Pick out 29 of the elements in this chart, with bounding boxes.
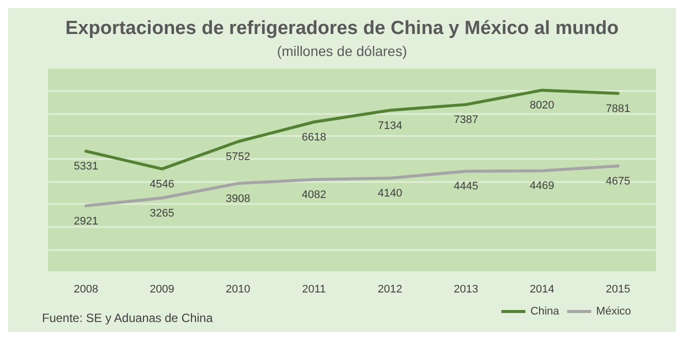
source-note: Fuente: SE y Aduanas de China: [42, 311, 214, 325]
chart-title: Exportaciones de refrigeradores de China y México al mundo: [65, 18, 619, 39]
legend-label: China: [530, 306, 560, 318]
data-label: 8020: [530, 100, 554, 112]
x-tick-label: 2009: [150, 284, 174, 296]
data-label: 5331: [74, 160, 98, 173]
data-label: 4675: [606, 176, 630, 188]
x-tick-label: 2010: [226, 284, 250, 296]
x-tick-label: 2008: [74, 284, 98, 296]
x-tick-label: 2013: [454, 284, 478, 296]
chart-subtitle: (millones de dólares): [277, 43, 407, 59]
data-label: 4140: [378, 188, 402, 200]
x-tick-label: 2012: [378, 284, 402, 296]
legend-label: México: [596, 306, 631, 318]
x-tick-label: 2011: [302, 284, 326, 296]
data-label: 4469: [530, 180, 554, 192]
data-label: 3908: [226, 192, 250, 205]
x-tick-label: 2014: [530, 284, 554, 296]
data-label: 4546: [150, 178, 174, 190]
data-label: 3265: [150, 207, 174, 220]
data-label: 4445: [454, 180, 478, 193]
data-label: 7881: [606, 102, 630, 115]
data-label: 4082: [302, 188, 326, 201]
data-label: 2921: [74, 215, 98, 228]
data-label: 7134: [378, 120, 402, 132]
data-label: 5752: [226, 151, 250, 164]
data-label: 7387: [454, 114, 478, 126]
x-tick-label: 2015: [606, 284, 630, 296]
data-label: 6618: [302, 131, 326, 144]
